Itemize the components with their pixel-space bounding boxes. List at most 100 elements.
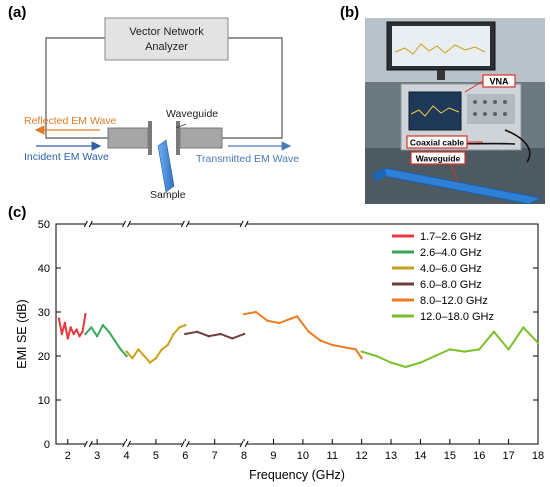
series-6-point	[463, 350, 466, 353]
axis-break-mark	[122, 440, 126, 448]
axis-break-mark	[83, 220, 88, 228]
panel-label-b: (b)	[340, 4, 360, 21]
series-5-point	[354, 348, 357, 351]
reflected-label: Reflected EM Wave	[24, 115, 117, 127]
series-5-point	[278, 321, 281, 325]
series-1-point	[75, 328, 78, 331]
series-5-point	[295, 315, 299, 318]
series-line-3	[125, 324, 186, 364]
series-2-point	[107, 330, 111, 333]
axis-break-mark	[83, 440, 88, 448]
series-3-point	[137, 348, 140, 351]
panel-label-a: (a)	[8, 4, 27, 21]
series-4-point	[242, 332, 246, 336]
x-tick-label: 18	[532, 450, 544, 462]
x-tick-label: 15	[444, 450, 456, 462]
y-tick-label: 20	[38, 351, 50, 363]
y-axis-label: EMI SE (dB)	[15, 299, 29, 368]
x-tick-label: 7	[212, 450, 218, 462]
y-tick-label: 30	[38, 307, 50, 319]
axis-break-gap	[182, 221, 189, 227]
series-2-point	[125, 354, 128, 358]
series-2-point	[84, 332, 87, 336]
series-4-point	[195, 330, 199, 333]
series-1-point	[84, 313, 87, 316]
axis-break-gap	[85, 441, 92, 447]
emi-se-chart: 0 10 20 30 40 50 2 3 4 5 6 7 8 9 10 11 12 13 14 15 16 17 18 Fre…	[15, 219, 544, 482]
series-6-point	[389, 361, 393, 364]
y-tick-label: 10	[38, 395, 50, 407]
waveguide-right-flange	[176, 121, 180, 155]
x-tick-label: 3	[94, 450, 100, 462]
axis-break-mark	[244, 220, 249, 228]
cable-right	[222, 37, 283, 139]
series-line-2	[84, 324, 128, 357]
photo-waveguide-label: Waveguide	[416, 154, 461, 164]
series-5-point	[289, 317, 293, 320]
series-1-point	[78, 335, 81, 338]
axis-break-mark	[185, 220, 190, 228]
plot-frame	[55, 223, 539, 445]
axis-break-gap	[123, 221, 130, 227]
x-tick-label: 14	[414, 450, 426, 462]
x-tick-label: 11	[327, 450, 338, 462]
series-2-point	[95, 335, 99, 338]
x-axis-label: Frequency (GHz)	[249, 468, 345, 482]
series-line-6	[361, 326, 539, 368]
series-6-point	[522, 326, 525, 329]
series-2-point	[113, 339, 116, 342]
series-5-point	[331, 343, 334, 347]
photo-waveguide-box	[410, 151, 466, 165]
x-tick-label: 2	[65, 450, 71, 462]
axis-break-mark	[180, 440, 185, 448]
legend-label-4: 6.0–8.0 GHz	[420, 279, 482, 291]
series-1-point	[66, 337, 69, 340]
series-2-point	[101, 324, 105, 327]
vna-box	[104, 17, 229, 61]
series-3-point	[184, 324, 187, 327]
legend-label-2: 2.6–4.0 GHz	[420, 247, 482, 259]
x-tick-label: 13	[385, 450, 397, 462]
series-3-point	[172, 332, 175, 336]
axis-break-mark	[185, 440, 190, 448]
series-3-point	[166, 343, 169, 347]
y-tick-label: 0	[44, 439, 50, 451]
series-line-4	[185, 330, 245, 340]
axis-break-mark	[127, 440, 131, 448]
legend-label-1: 1.7–2.6 GHz	[420, 231, 482, 243]
axis-break-gap	[182, 441, 189, 447]
series-6-point	[433, 354, 437, 358]
series-1-point	[63, 321, 67, 325]
series-3-point	[142, 354, 146, 358]
y-tick-label: 50	[38, 219, 50, 231]
x-tick-label: 17	[502, 450, 514, 462]
sample-slab	[157, 139, 175, 193]
series-5-point	[242, 313, 246, 316]
waveguide-left-flange	[148, 121, 152, 155]
legend-label-6: 12.0–18.0 GHz	[420, 311, 494, 323]
series-6-point	[360, 350, 363, 353]
x-tick-label: 12	[356, 450, 368, 462]
series-6-point	[375, 354, 378, 358]
vna-label-line2: Analyzer	[145, 41, 188, 53]
incident-label: Incident EM Wave	[24, 151, 109, 163]
photo-coaxial-label: Coaxial cable	[410, 138, 465, 148]
axis-break-mark	[239, 440, 244, 448]
series-1-point	[81, 330, 84, 333]
series-3-point	[148, 361, 152, 364]
series-6-point	[419, 361, 422, 364]
x-tick-label: 4	[123, 450, 129, 462]
series-line-5	[243, 311, 363, 359]
measurement-schematic: Vector Network Analyzer Reflected EM Wav…	[24, 17, 299, 201]
cable-left	[45, 37, 108, 139]
x-tick-label: 8	[241, 450, 247, 462]
series-3-point	[154, 357, 158, 360]
sample-label: Sample	[150, 189, 186, 201]
x-tick-label: 16	[473, 450, 485, 462]
series-4-point	[207, 335, 211, 338]
axis-break-gap	[241, 441, 248, 447]
axis-break-mark	[88, 440, 93, 448]
series-5-point	[307, 330, 310, 333]
series-3-point	[178, 326, 181, 329]
series-6-point	[536, 341, 540, 344]
